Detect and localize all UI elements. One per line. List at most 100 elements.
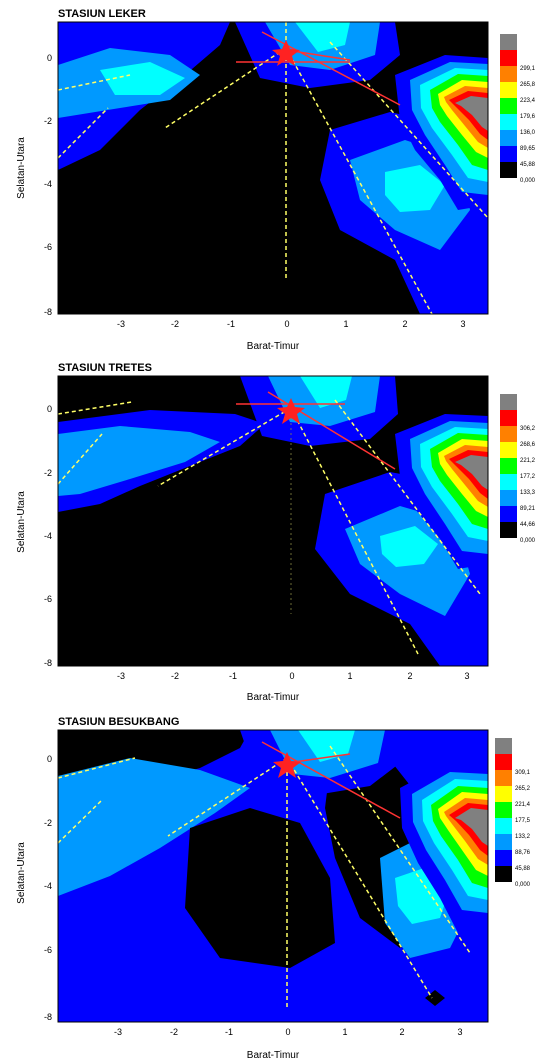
contour-north-cyan	[298, 730, 355, 762]
colorbar-swatch	[495, 754, 512, 770]
x-tick-label: -1	[225, 1027, 233, 1037]
y-tick-label: -8	[44, 307, 52, 317]
colorbar-swatch	[500, 458, 517, 474]
colorbar: 306,2 268,6 221,2 177,2 133,3 89,21 44,6…	[500, 394, 536, 544]
y-axis-label: Selatan-Utara	[16, 491, 27, 553]
fault-line	[58, 799, 103, 844]
colorbar-label: 89,65	[520, 146, 536, 152]
x-tick-label: 0	[289, 671, 294, 681]
colorbar-swatch	[500, 394, 517, 410]
colorbar-label: 89,21	[520, 506, 536, 512]
colorbar-swatch	[500, 114, 517, 130]
colorbar-label: 265,2	[515, 786, 531, 792]
x-tick-label: 1	[343, 319, 348, 329]
x-tick-label: 2	[399, 1027, 404, 1037]
panel-tretes: STASIUN TRETES	[0, 354, 547, 708]
x-tick-label: -2	[170, 1027, 178, 1037]
contour-peak-grey	[455, 96, 488, 131]
x-tick-label: 1	[347, 671, 352, 681]
x-tick-label: 3	[464, 671, 469, 681]
y-axis: 0 -2 -4 -6 -8 Selatan-Utara	[16, 754, 52, 1022]
chart-title: STASIUN TRETES	[58, 362, 152, 374]
colorbar-swatch	[500, 442, 517, 458]
colorbar-swatch	[500, 474, 517, 490]
colorbar-swatch	[500, 50, 517, 66]
contour-east-cyan	[385, 165, 445, 212]
x-tick-label: -3	[117, 319, 125, 329]
colorbar-swatch	[500, 522, 517, 538]
y-tick-label: -8	[44, 658, 52, 668]
y-tick-label: 0	[47, 754, 52, 764]
colorbar-swatch	[495, 866, 512, 882]
colorbar-swatch	[500, 130, 517, 146]
contour-north-cyan	[295, 22, 350, 52]
y-tick-label: -2	[44, 468, 52, 478]
chart-besukbang: STASIUN BESUKBANG	[16, 716, 531, 1061]
x-axis: -3 -2 -1 0 1 2 3 Barat-Timur	[114, 1027, 463, 1061]
colorbar-label: 268,6	[520, 442, 536, 448]
epicenter-star	[272, 40, 300, 66]
y-tick-label: -2	[44, 818, 52, 828]
colorbar-swatch	[500, 66, 517, 82]
y-tick-label: -4	[44, 179, 52, 189]
fault-line	[286, 757, 433, 999]
x-tick-label: 0	[284, 319, 289, 329]
colorbar-label: 309,1	[515, 770, 531, 776]
y-axis: 0 -2 -4 -6 -8 Selatan-Utara	[16, 53, 52, 317]
colorbar-swatch	[495, 834, 512, 850]
epicenter-star	[273, 752, 301, 778]
colorbar-label: 265,8	[520, 82, 536, 88]
ray-line	[286, 753, 351, 764]
colorbar-swatch	[495, 802, 512, 818]
colorbar-label: 179,6	[520, 114, 536, 120]
x-tick-label: -2	[171, 319, 179, 329]
fault-line	[285, 47, 433, 314]
y-tick-label: -6	[44, 945, 52, 955]
contour-plot	[58, 376, 488, 666]
x-tick-label: 2	[402, 319, 407, 329]
colorbar-swatch	[500, 490, 517, 506]
colorbar-label: 0,000	[520, 538, 536, 544]
contour-west-cyan	[100, 62, 185, 95]
x-tick-label: -3	[114, 1027, 122, 1037]
colorbar-swatch	[500, 82, 517, 98]
x-axis-label: Barat-Timur	[247, 1050, 300, 1061]
colorbar-swatch	[495, 850, 512, 866]
y-tick-label: -6	[44, 242, 52, 252]
chart-leker: STASIUN LEKER	[16, 8, 536, 352]
chart-title: STASIUN BESUKBANG	[58, 716, 179, 728]
y-axis: 0 -2 -4 -6 -8 Selatan-Utara	[16, 404, 52, 668]
fault-line	[157, 407, 292, 487]
fault-line	[329, 41, 488, 219]
x-axis: -3 -2 -1 0 1 2 3 Barat-Timur	[117, 671, 470, 703]
x-tick-label: -1	[227, 319, 235, 329]
fault-line	[58, 401, 133, 415]
fault-line	[334, 399, 481, 595]
x-tick-label: -2	[171, 671, 179, 681]
fault-line	[167, 757, 288, 837]
colorbar-label: 299,1	[520, 66, 536, 72]
colorbar-label: 45,88	[515, 866, 531, 872]
colorbar-label: 0,000	[520, 178, 536, 184]
x-tick-label: 1	[342, 1027, 347, 1037]
plot-frame	[57, 21, 489, 315]
chart-title: STASIUN LEKER	[58, 8, 146, 20]
x-tick-label: 3	[460, 319, 465, 329]
y-axis-label: Selatan-Utara	[16, 842, 27, 904]
y-tick-label: -6	[44, 594, 52, 604]
colorbar-swatch	[495, 738, 512, 754]
colorbar-swatch	[500, 34, 517, 50]
epicenter-star	[277, 398, 305, 424]
colorbar-label: 223,4	[520, 98, 536, 104]
colorbar-swatch	[495, 786, 512, 802]
contour-plot	[58, 22, 488, 314]
x-tick-label: -3	[117, 671, 125, 681]
plot-frame	[57, 729, 489, 1023]
y-tick-label: 0	[47, 53, 52, 63]
y-tick-label: -2	[44, 116, 52, 126]
colorbar-swatch	[495, 770, 512, 786]
x-axis-label: Barat-Timur	[247, 341, 300, 352]
colorbar: 309,1 265,2 221,4 177,5 133,2 88,76 45,8…	[495, 738, 531, 888]
y-tick-label: -4	[44, 531, 52, 541]
colorbar-label: 0,000	[515, 882, 531, 888]
